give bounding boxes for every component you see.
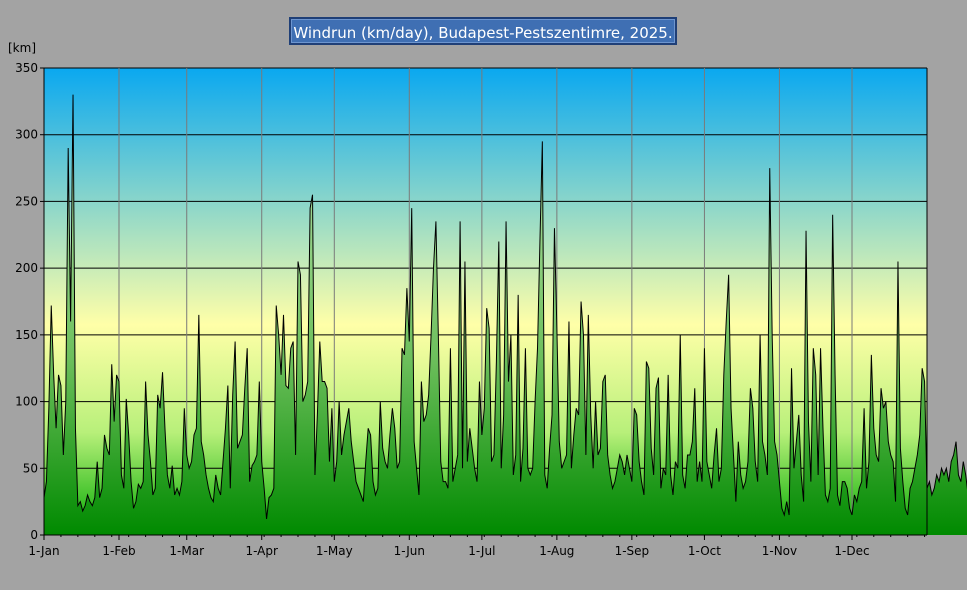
- axes: [40, 67, 928, 540]
- y-axis-label: [km]: [8, 41, 36, 55]
- chart-title: Windrun (km/day), Budapest-Pestszentimre…: [289, 17, 677, 45]
- x-tick-label: 1-Aug: [539, 544, 574, 558]
- x-tick-label: 1-Mar: [169, 544, 204, 558]
- x-tick-label: 1-Apr: [245, 544, 278, 558]
- x-tick-label: 1-May: [316, 544, 353, 558]
- x-tick-label: 1-Oct: [688, 544, 721, 558]
- data-area: [43, 94, 967, 535]
- y-tick-label: 100: [15, 395, 38, 409]
- y-tick-label: 350: [15, 61, 38, 75]
- x-tick-label: 1-Feb: [102, 544, 135, 558]
- tick-labels: 0 50 100 150 200 250 300 350 1-Jan 1-Feb 1-Mar 1-Ap…: [15, 61, 870, 558]
- x-tick-label: 1-Dec: [834, 544, 869, 558]
- x-tick-label: 1-Jun: [394, 544, 425, 558]
- windrun-line: [43, 94, 967, 520]
- x-tick-label: 1-Nov: [762, 544, 797, 558]
- y-tick-label: 300: [15, 128, 38, 142]
- y-tick-label: 150: [15, 328, 38, 342]
- y-tick-label: 250: [15, 194, 38, 208]
- y-tick-label: 200: [15, 261, 38, 275]
- y-tick-label: 0: [30, 528, 38, 542]
- y-tick-label: 50: [23, 461, 38, 475]
- x-tick-label: 1-Sep: [615, 544, 650, 558]
- x-tick-label: 1-Jul: [468, 544, 495, 558]
- x-tick-label: 1-Jan: [28, 544, 59, 558]
